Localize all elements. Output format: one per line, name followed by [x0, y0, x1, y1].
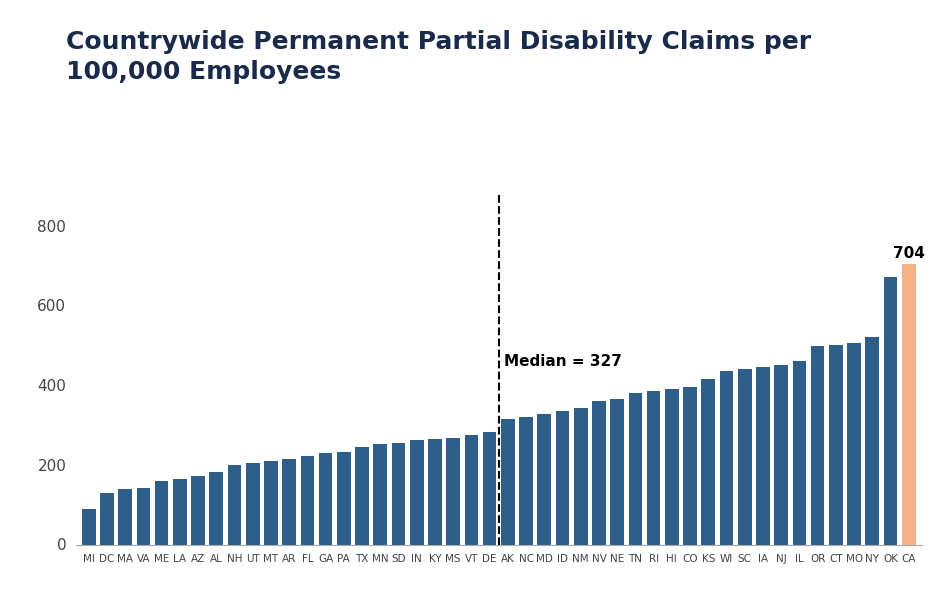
Bar [173, 479, 187, 544]
Bar [792, 361, 807, 544]
Bar [246, 463, 259, 544]
Bar [465, 435, 478, 544]
Bar [319, 453, 332, 544]
Bar [774, 365, 788, 544]
Bar [902, 264, 916, 544]
Bar [501, 419, 515, 544]
Bar [191, 476, 205, 544]
Text: 704: 704 [893, 246, 924, 261]
Bar [228, 465, 241, 544]
Bar [137, 488, 150, 544]
Bar [538, 414, 551, 544]
Bar [210, 472, 223, 544]
Bar [647, 391, 660, 544]
Bar [483, 432, 497, 544]
Bar [409, 440, 424, 544]
Bar [337, 451, 351, 544]
Bar [520, 417, 533, 544]
Bar [756, 367, 770, 544]
Bar [373, 444, 388, 544]
Bar [355, 447, 369, 544]
Bar [829, 345, 843, 544]
Text: Countrywide Permanent Partial Disability Claims per
100,000 Employees: Countrywide Permanent Partial Disability… [66, 30, 811, 84]
Bar [720, 371, 733, 544]
Bar [865, 337, 879, 544]
Bar [884, 277, 898, 544]
Bar [428, 439, 442, 544]
Bar [446, 437, 460, 544]
Bar [683, 387, 697, 544]
Bar [264, 461, 277, 544]
Bar [665, 389, 678, 544]
Bar [100, 492, 114, 544]
Text: Median = 327: Median = 327 [504, 354, 622, 369]
Bar [810, 346, 825, 544]
Bar [282, 459, 296, 544]
Bar [556, 411, 569, 544]
Bar [701, 379, 715, 544]
Bar [738, 369, 751, 544]
Bar [847, 343, 861, 544]
Bar [574, 408, 588, 544]
Bar [119, 489, 132, 544]
Bar [592, 401, 606, 544]
Bar [155, 482, 168, 544]
Bar [300, 456, 314, 544]
Bar [391, 443, 406, 544]
Bar [610, 399, 624, 544]
Bar [629, 393, 642, 544]
Bar [82, 509, 96, 544]
